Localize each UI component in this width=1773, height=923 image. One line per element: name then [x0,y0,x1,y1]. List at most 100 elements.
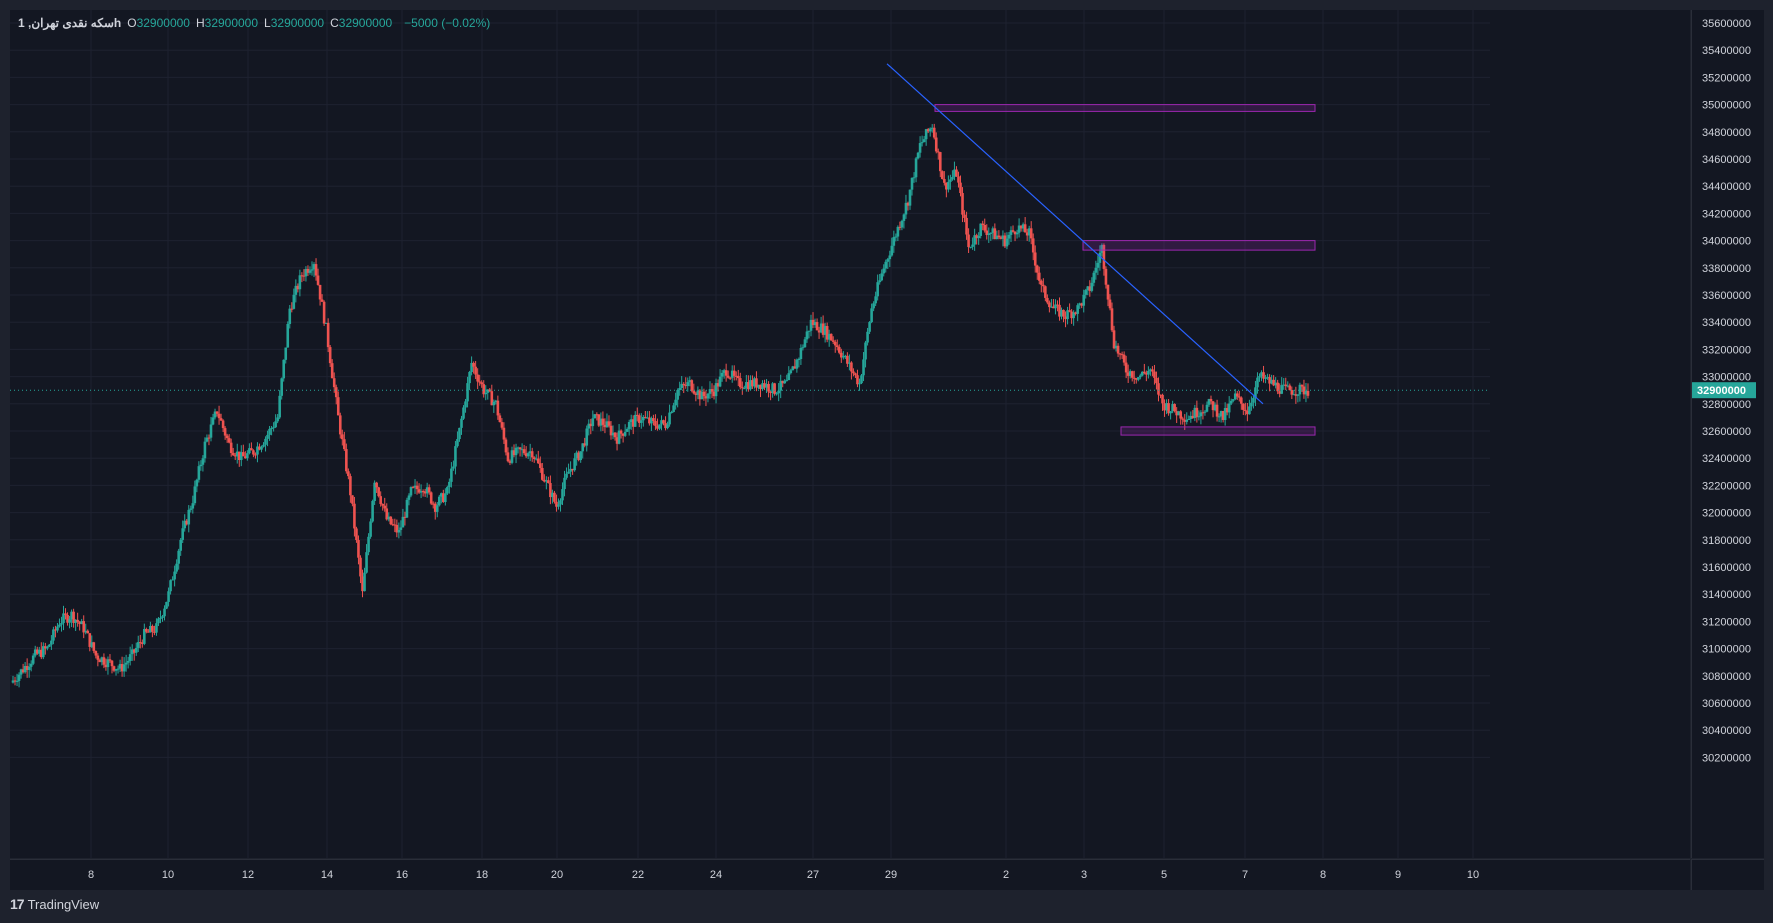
candle-body [1233,393,1237,400]
candle-body [538,463,542,468]
candle-body [945,182,948,190]
high-value: 32900000 [204,16,259,30]
y-tick-label: 35600000 [1702,18,1751,30]
candle-body [646,417,649,419]
candle-body [1070,311,1073,319]
candle-body [39,649,43,658]
candle-body [607,421,611,426]
candle-body [1276,382,1279,392]
candle-body [817,330,821,333]
price-axis-labels: 35600000 35400000 35200000 35000000 34800000… [1692,18,1756,764]
candle-body [698,390,702,400]
candle-body [775,393,778,395]
candle-body [195,479,199,487]
candle-body [498,415,502,423]
chart-pane[interactable] [10,10,1690,858]
candle-body [664,423,667,429]
candle-body [1163,403,1166,411]
candle-body [926,129,930,132]
candle-body [1015,232,1019,235]
candle-body [1161,394,1164,404]
candle-body [791,366,795,371]
candle-body [813,322,817,326]
candle-body [694,393,698,395]
candle-body [320,299,324,302]
candle-body [670,412,673,414]
candle-body [599,418,603,426]
candle-body [949,179,952,182]
candle-body [357,540,360,558]
candle-body [932,127,936,138]
candle-body [656,425,659,429]
candle-body [591,418,595,427]
candle-body [704,396,708,399]
candle-body [427,487,431,493]
open-label: O [127,16,137,30]
candle-body [761,383,764,390]
candle-body [688,380,692,383]
candle-body [1064,316,1067,320]
candle-body [288,308,292,324]
candle-body [221,420,225,429]
tradingview-brand[interactable]: 17 TradingView [10,896,99,912]
candle-body [116,668,120,670]
candle-body [872,303,875,309]
candle-body [862,359,865,376]
candle-body [464,401,467,408]
y-tick-label: 32600000 [1702,426,1751,438]
candle-body [17,674,21,681]
candle-body [1209,398,1213,402]
candle-body [173,571,176,580]
candle-body [1072,312,1075,319]
candle-body [145,628,148,632]
candle-body [448,481,451,488]
candle-body [682,383,686,385]
candle-body [1116,345,1120,354]
open-value: 32900000 [136,16,190,30]
candle-body [377,487,380,497]
candle-body [524,453,528,457]
candle-body [149,625,152,633]
time-axis-labels: 8 10 12 14 16 18 20 22 24 27 29 2 3 5 7 8 9 10 [88,869,1479,881]
time-axis[interactable]: 8 10 12 14 16 18 20 22 24 27 29 2 3 5 7 8 9 10 [10,859,1690,890]
candle-body [874,296,877,304]
candle-body [1106,284,1110,300]
candle-body [282,359,286,379]
candle-body [361,576,364,592]
candle-body [1068,310,1071,312]
candle-body [365,552,368,573]
candle-body [1096,262,1100,268]
candle-body [1027,228,1031,236]
candle-body [433,503,437,512]
y-tick-label: 35200000 [1702,72,1751,84]
candle-body [143,628,146,644]
candle-body [858,383,861,385]
candle-body [579,451,582,461]
y-tick-label: 34400000 [1702,181,1751,193]
candle-body [720,372,724,377]
candle-body [229,442,233,453]
candle-body [755,378,758,388]
candle-body [1157,383,1160,395]
candlestick-chart[interactable] [10,10,1490,858]
candle-body [92,642,96,651]
candle-body [625,428,629,432]
candle-body [686,382,690,387]
candle-body [730,370,734,378]
candle-body [284,347,288,360]
candle-body [155,623,158,633]
candle-body [1110,308,1114,331]
symbol-name[interactable]: سکه نقدی تهران, 1h [18,16,122,30]
x-tick-label: 10 [1467,869,1479,881]
candle-body [787,373,791,381]
candle-body [37,649,41,654]
candle-body [203,441,207,459]
candle-body [193,486,197,504]
x-tick-label: 5 [1161,869,1167,881]
candle-body [223,428,227,436]
candle-body [1300,384,1304,387]
candle-body [1229,400,1233,404]
candle-body [846,355,849,364]
price-axis[interactable]: 35600000 35400000 35200000 35000000 34800000… [1691,10,1764,858]
candle-body [330,363,334,379]
